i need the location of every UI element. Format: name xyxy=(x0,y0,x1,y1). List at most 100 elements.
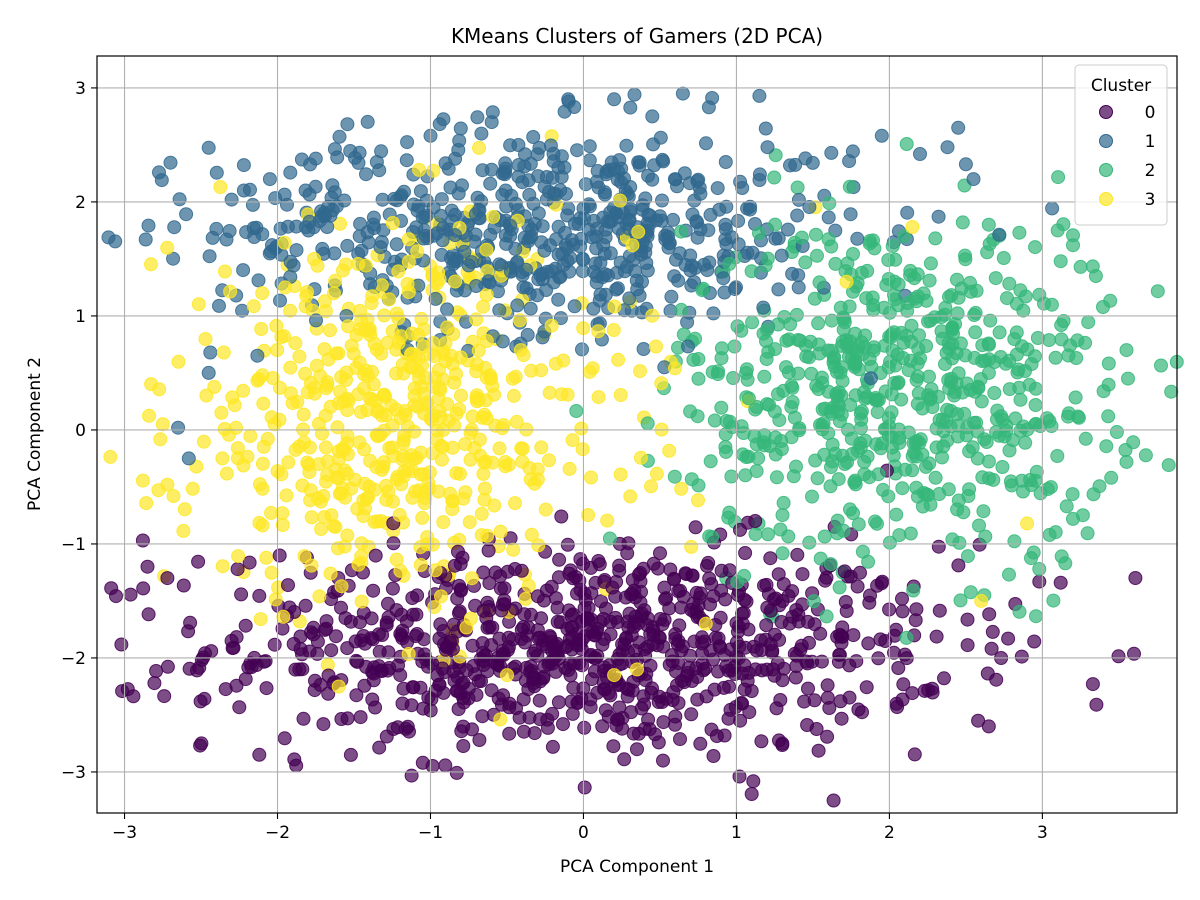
cluster-2-point xyxy=(751,451,766,466)
cluster-0-point xyxy=(809,722,824,736)
cluster-2-point xyxy=(683,404,698,419)
cluster-3-point xyxy=(463,452,478,467)
cluster-2-point xyxy=(1008,411,1023,426)
cluster-3-point xyxy=(389,366,403,381)
cluster-3-point xyxy=(255,481,270,496)
cluster-2-point xyxy=(940,433,955,448)
cluster-0-point xyxy=(349,688,364,703)
cluster-3-point xyxy=(389,472,404,487)
cluster-2-point xyxy=(737,568,752,583)
cluster-3-point xyxy=(431,484,446,499)
cluster-1-point xyxy=(166,251,181,266)
cluster-2-point xyxy=(958,252,973,267)
cluster-0-point xyxy=(594,594,608,609)
cluster-3-point xyxy=(374,278,389,293)
cluster-2-point xyxy=(739,450,754,464)
cluster-0-point xyxy=(160,659,175,674)
cluster-1-point xyxy=(719,237,734,252)
cluster-1-point xyxy=(913,147,927,161)
cluster-2-point xyxy=(817,529,832,544)
cluster-0-point xyxy=(447,558,462,573)
cluster-0-point xyxy=(194,653,209,667)
cluster-2-point xyxy=(757,369,772,384)
cluster-0-point xyxy=(193,694,208,709)
cluster-1-point xyxy=(510,298,525,313)
cluster-1-point xyxy=(516,280,531,295)
cluster-0-point xyxy=(475,709,490,724)
cluster-1-point xyxy=(434,247,449,262)
cluster-3-point xyxy=(139,496,154,511)
cluster-3-point xyxy=(492,441,507,456)
cluster-3-point xyxy=(385,418,400,433)
cluster-0-point xyxy=(308,673,322,688)
cluster-3-point xyxy=(434,452,449,467)
cluster-1-point xyxy=(563,251,578,266)
cluster-0-point xyxy=(702,571,717,586)
cluster-1-point xyxy=(681,339,695,354)
cluster-2-point xyxy=(1013,392,1028,407)
cluster-3-point xyxy=(351,557,366,572)
cluster-0-point xyxy=(744,787,759,801)
cluster-1-point xyxy=(603,246,618,261)
cluster-0-point xyxy=(368,548,383,563)
cluster-0-point xyxy=(723,702,738,717)
cluster-0-point xyxy=(637,603,652,618)
cluster-2-point xyxy=(833,300,848,315)
cluster-2-point xyxy=(1069,351,1084,365)
cluster-2-point xyxy=(980,245,995,260)
cluster-1-point xyxy=(492,303,507,318)
cluster-0-point xyxy=(1001,631,1016,646)
cluster-1-point xyxy=(802,200,817,214)
cluster-1-point xyxy=(449,254,464,269)
cluster-2-point xyxy=(691,371,706,386)
cluster-3-point xyxy=(333,216,348,231)
cluster-0-point xyxy=(436,624,451,638)
cluster-3-point xyxy=(625,238,640,253)
cluster-1-point xyxy=(597,185,612,200)
y-axis-ticks: −3 −2 −1 0 1 2 3 xyxy=(61,79,97,783)
cluster-0-point xyxy=(741,665,756,680)
cluster-0-point xyxy=(673,583,688,598)
cluster-3-point xyxy=(548,356,563,371)
cluster-0-point xyxy=(550,600,565,615)
cluster-3-point xyxy=(538,502,553,517)
cluster-1-point xyxy=(561,92,576,107)
cluster-1-point xyxy=(781,222,795,237)
cluster-3-point xyxy=(144,257,158,272)
cluster-2-point xyxy=(1009,347,1024,362)
y-tick-label: 1 xyxy=(75,307,86,327)
cluster-2-point xyxy=(969,415,984,430)
cluster-0-point xyxy=(789,603,804,617)
cluster-2-point xyxy=(1092,479,1107,494)
cluster-3-point xyxy=(275,518,290,532)
cluster-3-point xyxy=(502,457,516,472)
cluster-2-point xyxy=(769,470,784,485)
cluster-0-point xyxy=(234,587,249,602)
cluster-0-point xyxy=(349,653,364,668)
cluster-3-point xyxy=(530,462,545,477)
cluster-2-point xyxy=(992,325,1007,340)
cluster-3-point xyxy=(295,478,310,493)
cluster-0-point xyxy=(157,689,172,704)
cluster-2-point xyxy=(1101,409,1116,424)
chart-title: KMeans Clusters of Gamers (2D PCA) xyxy=(451,24,823,48)
cluster-1-point xyxy=(593,255,608,270)
cluster-2-point xyxy=(909,449,924,464)
cluster-3-point xyxy=(277,235,292,250)
cluster-3-point xyxy=(155,417,170,432)
cluster-2-point xyxy=(830,395,845,410)
cluster-0-point xyxy=(232,700,247,715)
cluster-1-point xyxy=(581,197,596,212)
cluster-3-point xyxy=(591,324,606,339)
cluster-3-point xyxy=(415,510,430,525)
cluster-1-point xyxy=(245,197,260,212)
cluster-2-point xyxy=(722,256,737,271)
cluster-1-point xyxy=(209,165,224,180)
y-tick-label: 2 xyxy=(75,193,86,213)
cluster-3-point xyxy=(524,527,539,542)
cluster-0-point xyxy=(340,711,355,726)
cluster-3-point xyxy=(469,312,484,327)
cluster-1-point xyxy=(273,293,287,308)
cluster-1-point xyxy=(610,265,624,280)
cluster-2-point xyxy=(736,426,751,440)
